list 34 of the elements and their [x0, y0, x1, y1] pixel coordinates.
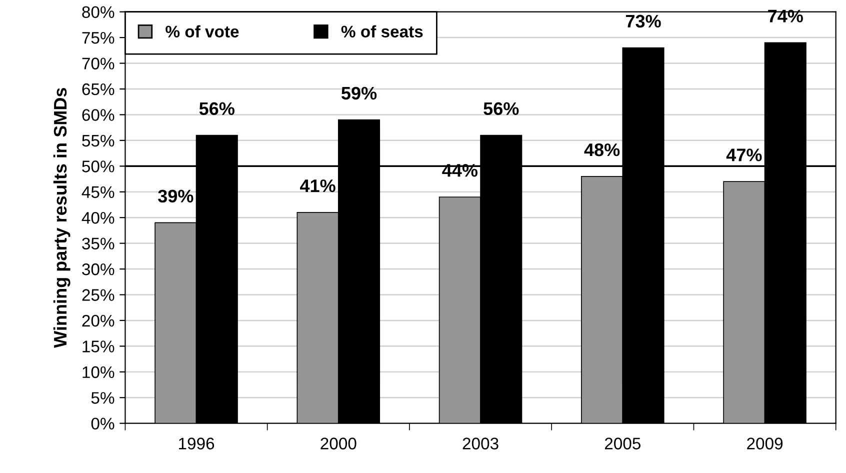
- data-label: 48%: [584, 143, 620, 156]
- data-label: 47%: [726, 148, 762, 162]
- data-label: 56%: [484, 102, 519, 116]
- x-tick-label: 2003: [462, 438, 498, 450]
- x-tick-label: 2005: [604, 438, 640, 450]
- y-tick-label: 15%: [82, 340, 114, 352]
- y-tick-label: 25%: [82, 289, 114, 301]
- data-label: 74%: [768, 10, 803, 22]
- y-tick-label: 60%: [82, 109, 114, 121]
- y-tick-label: 20%: [82, 314, 114, 327]
- y-axis-title: Winning party results in SMDs: [53, 88, 70, 348]
- y-tick-label: 40%: [82, 212, 114, 224]
- y-tick-label: 5%: [91, 392, 114, 404]
- legend-label: % of vote: [166, 25, 239, 38]
- x-tick-label: 2009: [747, 438, 783, 450]
- x-tick-label: 1996: [179, 438, 214, 450]
- data-label: 39%: [158, 190, 194, 203]
- y-tick-label: 50%: [82, 160, 114, 172]
- x-tick-label: 2000: [320, 438, 356, 450]
- data-label: 59%: [341, 86, 377, 100]
- y-tick-label: 80%: [82, 6, 114, 18]
- data-label: 41%: [300, 179, 336, 192]
- y-tick-label: 55%: [82, 134, 114, 147]
- y-tick-label: 30%: [82, 263, 114, 276]
- y-tick-label: 45%: [82, 186, 114, 198]
- y-tick-label: 10%: [82, 366, 114, 378]
- legend-label: % of seats: [341, 25, 423, 38]
- data-label: 56%: [199, 102, 234, 116]
- y-tick-label: 35%: [82, 238, 114, 250]
- data-label: 73%: [626, 14, 661, 28]
- y-tick-label: 65%: [82, 83, 114, 96]
- y-tick-label: 0%: [91, 418, 114, 430]
- y-tick-label: 75%: [82, 32, 114, 44]
- y-tick-label: 70%: [82, 58, 114, 70]
